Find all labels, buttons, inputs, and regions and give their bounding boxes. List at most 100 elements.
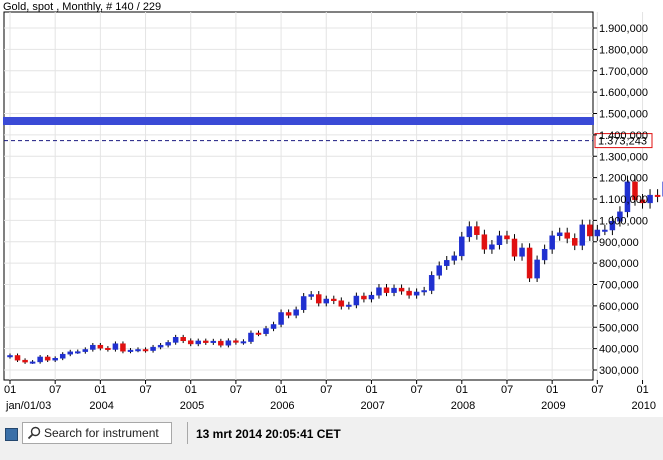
candle-body (617, 211, 623, 222)
candle-body (474, 226, 480, 235)
x-tick-label: 01 (546, 384, 558, 396)
current-price-box (594, 133, 653, 149)
candle-body (255, 332, 262, 335)
candle-body (587, 224, 593, 237)
candle-body (29, 361, 36, 364)
candle-body (210, 340, 217, 343)
candle-body (602, 229, 608, 232)
x-tick-label: 07 (591, 384, 603, 396)
x-year-label: 2004 (89, 400, 113, 412)
price-chart[interactable]: 1.373,243 1.900,000 1.800,000 1.700,000 1.6… (0, 0, 663, 417)
candle-body (383, 287, 390, 293)
candle-body (639, 199, 646, 204)
candle-body (579, 224, 586, 246)
candle-body (361, 295, 367, 300)
candle-body (511, 238, 518, 257)
x-tick-label: 01 (94, 384, 106, 396)
candle-body (308, 294, 314, 297)
candles (7, 175, 663, 364)
candle-body (323, 298, 330, 304)
x-tick-label: 07 (140, 384, 152, 396)
y-tick-label: 1.600,000 (599, 87, 648, 99)
candle-body (300, 296, 307, 310)
x-year-label: 2010 (632, 400, 656, 412)
candle-body (22, 359, 28, 363)
search-box[interactable] (22, 422, 172, 444)
candle-body (534, 259, 540, 279)
grid (4, 12, 644, 380)
y-tick-label: 1.800,000 (599, 44, 648, 56)
x-tick-label: 07 (501, 384, 513, 396)
candle-body (240, 341, 247, 344)
candle-body (624, 181, 631, 213)
candle-body (37, 356, 43, 363)
candle-body (105, 347, 111, 350)
x-tick-label: 01 (275, 384, 287, 396)
y-tick-label: 500,000 (599, 322, 639, 334)
candle-body (120, 343, 126, 352)
candle-body (285, 312, 292, 316)
candle-body (376, 287, 382, 296)
candle-body (331, 298, 337, 301)
x-tick-label: 07 (320, 384, 332, 396)
x-year-label: jan/01/03 (5, 400, 51, 412)
x-year-label: 2006 (270, 400, 294, 412)
candle-body (466, 226, 473, 238)
x-tick-label: 07 (49, 384, 61, 396)
candle-body (75, 351, 81, 354)
x-year-label: 2007 (360, 400, 384, 412)
current-price-label: 1.373,243 (598, 136, 647, 148)
candle-body (233, 340, 239, 343)
candle-body (14, 355, 21, 361)
candle-body (428, 275, 435, 291)
candle-body (203, 340, 209, 343)
candle-body (150, 346, 156, 351)
x-tick-label: 07 (411, 384, 423, 396)
candle-body (90, 344, 96, 350)
candle-body (632, 181, 638, 201)
y-tick-label: 700,000 (599, 280, 639, 292)
search-input[interactable] (44, 424, 169, 442)
candle-body (436, 265, 442, 276)
candle-body (127, 349, 134, 352)
candle-body (489, 244, 495, 250)
candle-body (135, 349, 141, 352)
chart-panel[interactable]: 1.373,243 1.900,000 1.800,000 1.700,000 1.6… (0, 0, 663, 417)
horizontal-level-handle-left (3, 116, 7, 125)
candle-body (270, 324, 277, 329)
plot-area (3, 11, 594, 381)
x-tick-label: 01 (637, 384, 649, 396)
candle-body (67, 351, 73, 355)
candle-body (406, 290, 412, 296)
x-tick-label: 07 (230, 384, 242, 396)
candle-body (594, 229, 601, 237)
candle-body (443, 260, 450, 266)
overlays: 1.373,243 (3, 116, 653, 149)
candle-body (293, 309, 299, 316)
candle-body (225, 340, 232, 346)
candle-body (180, 337, 186, 341)
candle-body (421, 290, 427, 293)
candle-body (496, 235, 503, 245)
candle-body (165, 342, 171, 346)
x-tick-label: 01 (456, 384, 468, 396)
candle-body (248, 332, 254, 342)
candle-body (413, 291, 420, 296)
chart-title: Gold, spot , Monthly, # 140 / 229 (3, 1, 162, 13)
candle-body (609, 220, 616, 231)
x-tick-label: 01 (4, 384, 16, 396)
candle-body (218, 340, 224, 346)
candle-body (391, 287, 397, 293)
status-divider (187, 422, 188, 444)
candle-body (7, 355, 13, 358)
candle-body (142, 349, 149, 352)
candle-body (526, 247, 533, 279)
status-datetime: 13 mrt 2014 20:05:41 CET (196, 427, 341, 441)
y-tick-label: 1.400,000 (599, 130, 648, 142)
status-indicator-icon[interactable] (5, 428, 18, 441)
candle-body (187, 340, 194, 345)
y-tick-label: 1.000,000 (599, 215, 648, 227)
x-year-label: 2005 (180, 400, 204, 412)
x-year-label: 2008 (451, 400, 475, 412)
candle-body (572, 238, 578, 246)
